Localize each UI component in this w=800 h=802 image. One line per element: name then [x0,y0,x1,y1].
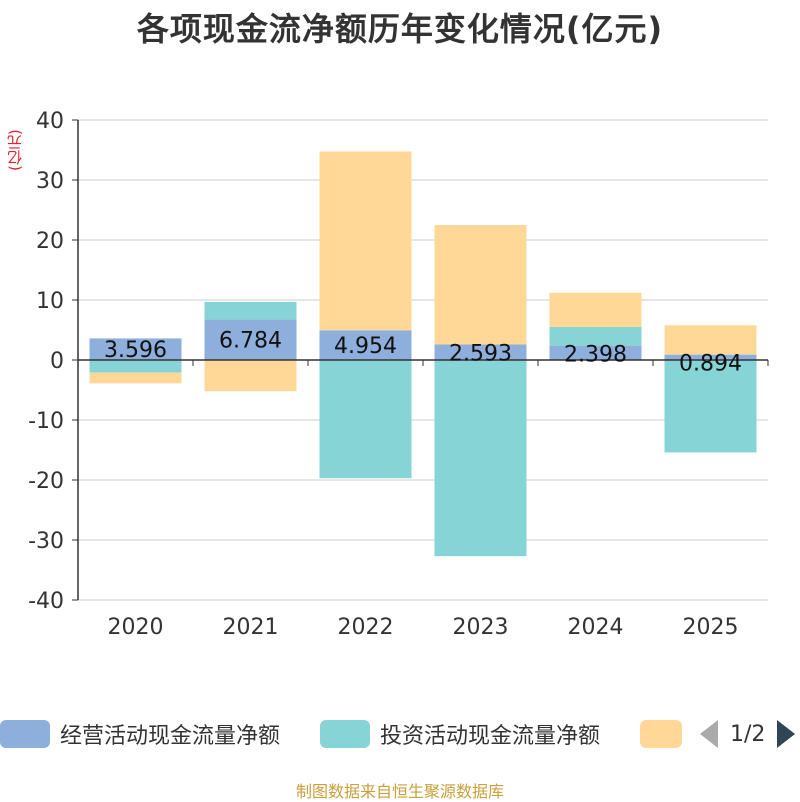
bar-financing-2022 [319,151,412,331]
bar-investing-2025 [664,360,757,453]
pager-next-icon[interactable] [777,720,796,748]
bar-financing-2023 [434,225,527,345]
legend-label-investing: 投资活动现金流量净额 [380,724,601,749]
chart-plot: 40 30 20 10 0 -10 -20 -30 -40 2020 2021 2022 2023 202… [28,109,769,640]
data-label-operating: 2.593 [449,341,512,366]
data-source-note: 制图数据来自恒生聚源数据库 [295,782,504,801]
data-label-operating: 6.784 [219,329,282,354]
bar-investing-2020 [89,360,182,373]
x-tick-label: 2024 [568,615,624,640]
bar-investing-2021 [204,301,297,320]
bar-investing-2022 [319,360,412,479]
legend: 经营活动现金流量净额 投资活动现金流量净额 [0,716,800,756]
bar-operating-2021 [204,319,297,360]
legend-swatch-operating [0,720,50,748]
y-tick-label: -30 [28,529,64,554]
legend-item-financing[interactable] [640,716,682,752]
bar-financing-2021 [204,360,297,392]
data-label-operating: 2.398 [564,343,627,368]
legend-label-operating: 经营活动现金流量净额 [60,724,281,749]
bar-operating-2020 [89,338,182,360]
data-label-operating: 3.596 [104,338,167,363]
pager-text: 1/2 [730,721,766,747]
legend-pager: 1/2 [700,716,796,752]
y-tick-label: 30 [36,169,64,194]
x-tick-label: 2023 [453,615,509,640]
bar-financing-2020 [89,372,182,384]
y-tick-label: -40 [28,589,64,614]
bar-operating-2022 [319,330,412,360]
bar-investing-2024 [549,327,642,346]
chart-title: 各项现金流净额历年变化情况(亿元) [136,10,664,48]
bar-financing-2024 [549,292,642,328]
bar-financing-2025 [664,325,757,355]
y-tick-label: 20 [36,229,64,254]
legend-swatch-financing [640,720,682,748]
data-label-operating: 0.894 [679,352,742,377]
y-tick-label: -20 [28,469,64,494]
x-tick-label: 2020 [108,615,164,640]
x-tick-label: 2021 [223,615,279,640]
legend-swatch-investing [320,720,370,748]
legend-item-operating[interactable]: 经营活动现金流量净额 [0,716,280,752]
x-tick-label: 2022 [338,615,394,640]
y-tick-label: -10 [28,409,64,434]
bar-operating-2024 [549,345,642,360]
bar-operating-2023 [434,344,527,360]
y-tick-label: 40 [36,109,64,134]
y-tick-label: 10 [36,289,64,314]
data-label-operating: 4.954 [334,334,397,359]
bar-investing-2023 [434,360,527,557]
legend-item-investing[interactable]: 投资活动现金流量净额 [320,716,600,752]
bar-operating-2025 [664,354,757,360]
x-tick-label: 2025 [683,615,739,640]
pager-prev-icon[interactable] [700,720,718,748]
y-tick-label: 0 [50,349,64,374]
